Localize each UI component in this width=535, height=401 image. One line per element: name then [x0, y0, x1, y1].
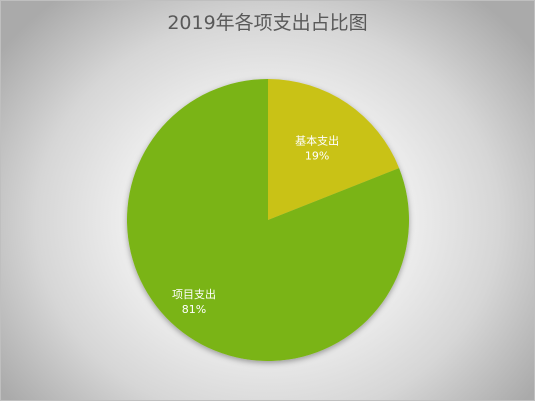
slice-label: 项目支出 — [172, 287, 216, 301]
slice-value-label: 81% — [182, 303, 206, 316]
slice-label: 基本支出 — [295, 134, 339, 148]
pie-slice — [268, 79, 400, 220]
slice-value-label: 19% — [305, 150, 329, 163]
chart-title: 2019年各项支出占比图 — [167, 12, 368, 34]
pie-slice — [126, 79, 409, 361]
